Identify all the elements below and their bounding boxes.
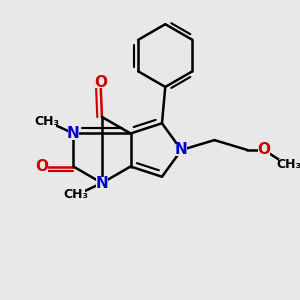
Text: O: O	[94, 75, 107, 90]
Bar	[258, 144, 270, 156]
Bar	[176, 144, 187, 156]
Bar	[41, 116, 56, 128]
Bar	[36, 160, 48, 172]
Text: O: O	[257, 142, 271, 158]
Text: CH₃: CH₃	[34, 116, 60, 128]
Bar	[96, 177, 108, 189]
Text: N: N	[96, 176, 108, 190]
Bar	[68, 128, 79, 140]
Text: N: N	[175, 142, 188, 158]
Text: O: O	[35, 159, 49, 174]
Bar	[279, 159, 295, 171]
Text: CH₃: CH₃	[276, 158, 300, 171]
Bar	[69, 189, 85, 200]
Bar	[95, 76, 106, 88]
Text: N: N	[67, 126, 80, 141]
Text: CH₃: CH₃	[63, 188, 88, 201]
